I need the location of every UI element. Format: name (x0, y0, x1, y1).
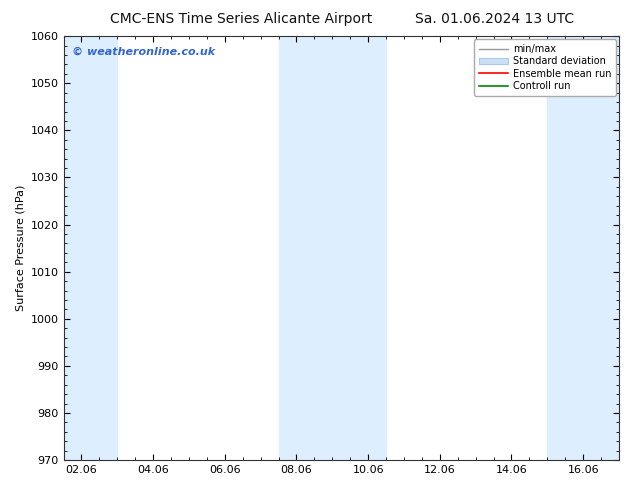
Bar (547, 36, 634, 460)
Text: © weatheronline.co.uk: © weatheronline.co.uk (72, 47, 215, 57)
Text: Sa. 01.06.2024 13 UTC: Sa. 01.06.2024 13 UTC (415, 12, 574, 26)
Text: CMC-ENS Time Series Alicante Airport: CMC-ENS Time Series Alicante Airport (110, 12, 372, 26)
Legend: min/max, Standard deviation, Ensemble mean run, Controll run: min/max, Standard deviation, Ensemble me… (474, 39, 616, 96)
Bar (63, 36, 117, 460)
Y-axis label: Surface Pressure (hPa): Surface Pressure (hPa) (15, 185, 25, 311)
Bar (278, 36, 386, 460)
